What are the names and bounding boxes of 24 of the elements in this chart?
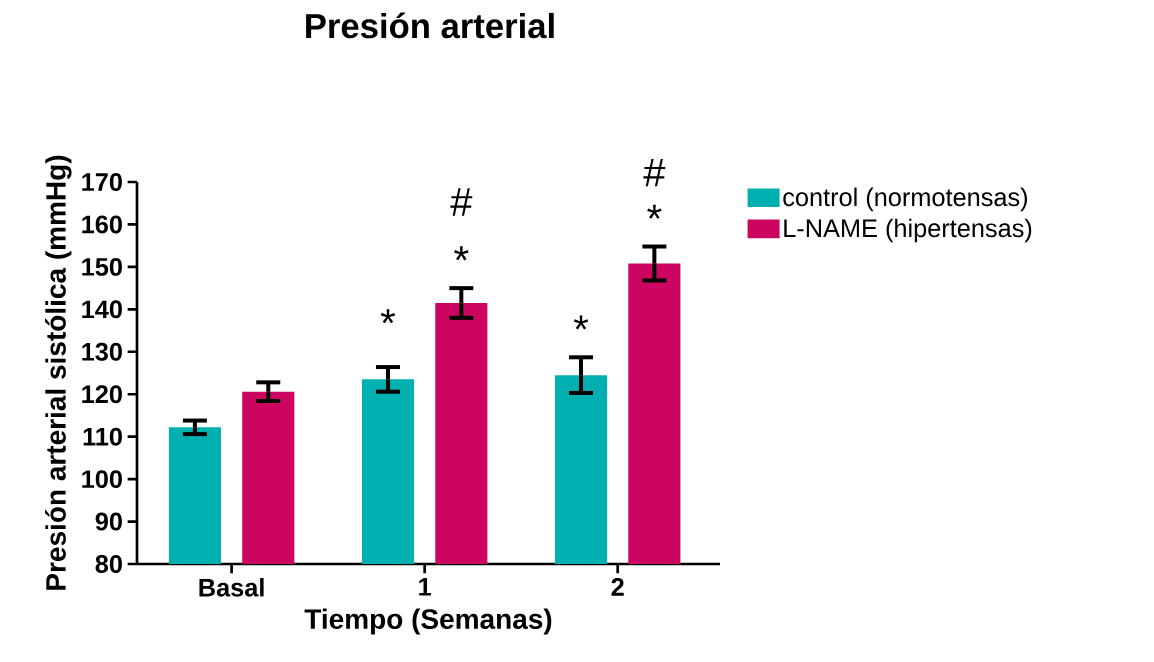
y-tick-label: 150 bbox=[82, 257, 122, 276]
y-tick-label: 140 bbox=[82, 300, 122, 319]
annotation: # bbox=[450, 188, 473, 216]
y-tick-label: 90 bbox=[95, 512, 122, 531]
y-tick-label: 120 bbox=[82, 385, 122, 404]
annotation: * bbox=[380, 309, 396, 324]
x-tick-label: Basal bbox=[199, 578, 264, 597]
y-tick-label: 100 bbox=[82, 470, 122, 489]
y-tick-label: 130 bbox=[82, 342, 122, 361]
y-tick-label: 110 bbox=[83, 427, 122, 446]
annotation: * bbox=[454, 246, 469, 261]
annotation: * bbox=[647, 204, 662, 219]
y-axis-title: Presión arterial sistólica (mmHg) bbox=[45, 155, 72, 590]
y-tick-label: 160 bbox=[82, 215, 122, 234]
chart-title: Presión arterial bbox=[306, 12, 554, 39]
legend-label: L-NAME (hipertensas) bbox=[784, 218, 1032, 243]
annotation: # bbox=[643, 158, 666, 187]
legend-label: control (normotensas) bbox=[783, 187, 1028, 212]
x-tick-label: 2 bbox=[611, 578, 624, 596]
y-tick-label: 170 bbox=[82, 173, 122, 191]
x-tick-label: 1 bbox=[419, 578, 431, 596]
x-axis-title: Tiempo (Semanas) bbox=[304, 608, 552, 635]
y-tick-label: 80 bbox=[95, 555, 122, 573]
annotation: * bbox=[573, 315, 589, 330]
